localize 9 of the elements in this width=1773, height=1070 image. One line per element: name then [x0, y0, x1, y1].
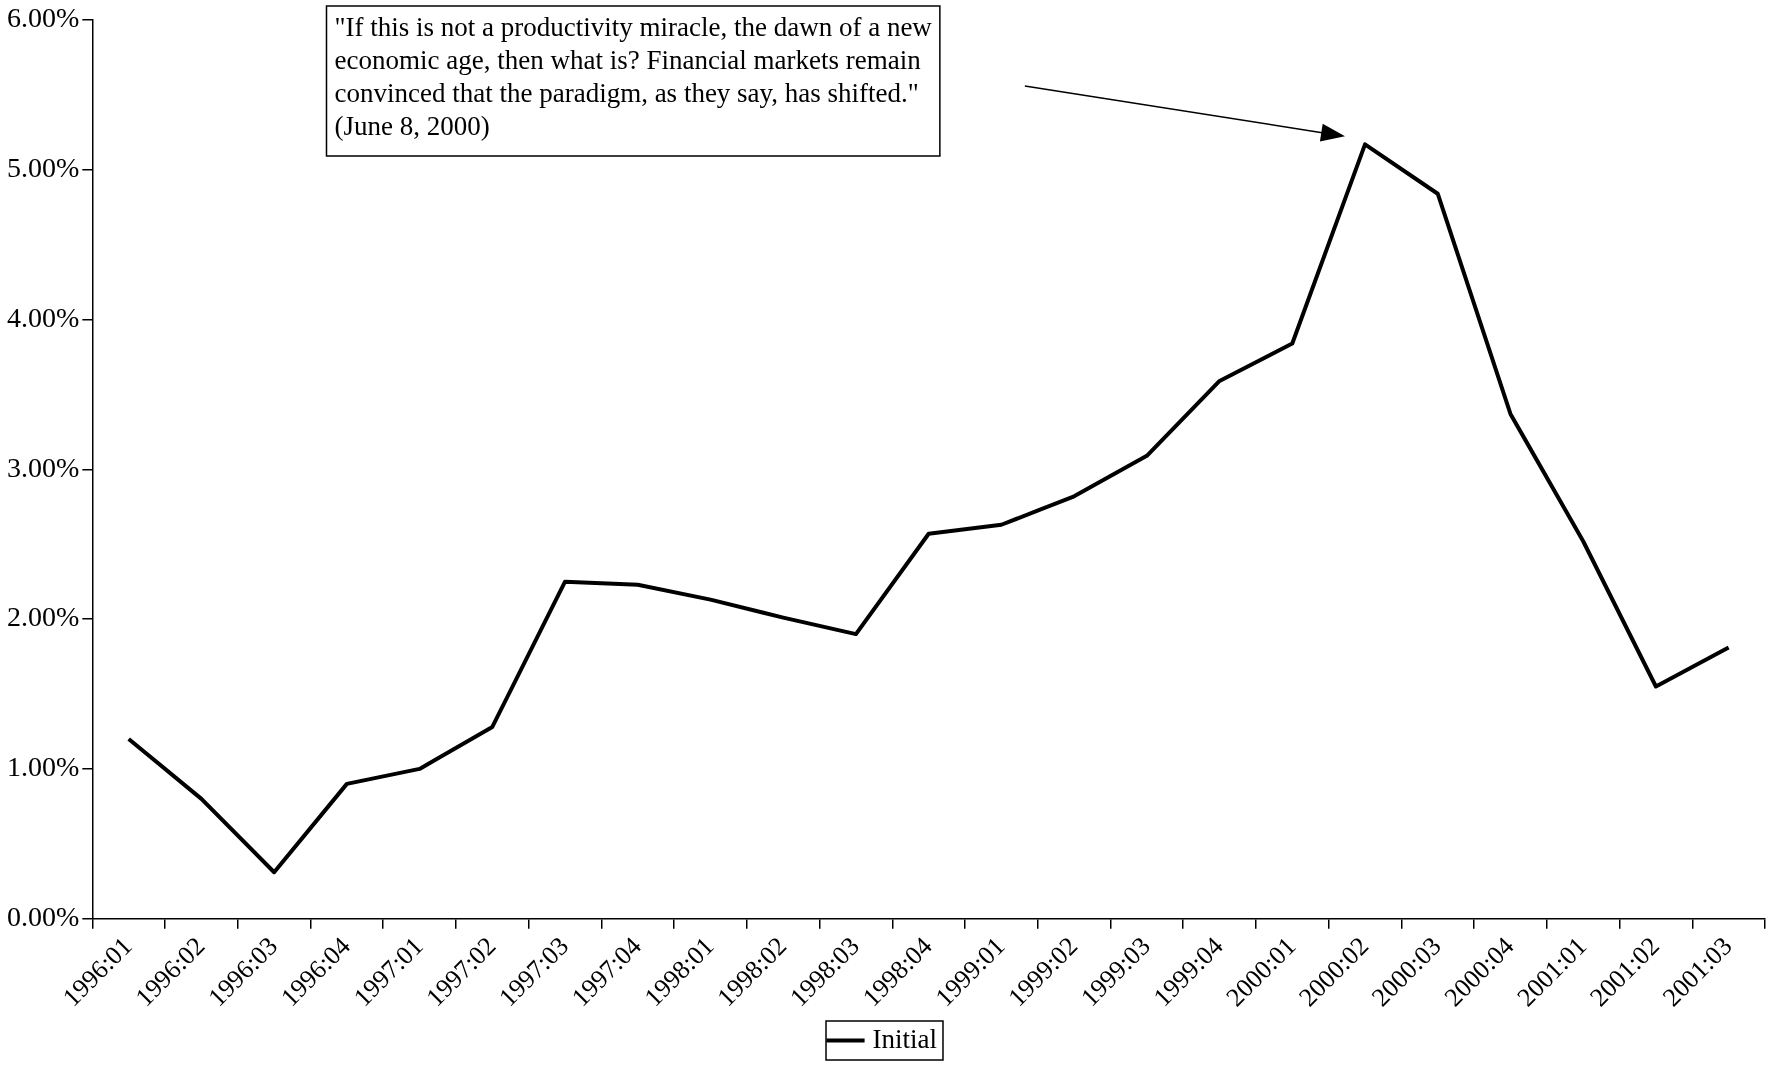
y-tick-label: 1.00%: [7, 751, 80, 783]
y-tick-label: 3.00%: [7, 451, 80, 483]
y-tick-label: 0.00%: [7, 901, 80, 933]
y-tick-label: 6.00%: [7, 2, 80, 34]
y-tick-label: 5.00%: [7, 152, 80, 184]
legend-label: Initial: [872, 1023, 937, 1054]
y-tick-label: 2.00%: [7, 601, 80, 633]
annotation: "If this is not a productivity miracle, the dawn of a new economic age, then what is? Financial markets remain convinced that the paradigm, as they say, has shifted." (June 8, 2000): [334, 11, 933, 141]
y-tick-label: 4.00%: [7, 301, 80, 333]
